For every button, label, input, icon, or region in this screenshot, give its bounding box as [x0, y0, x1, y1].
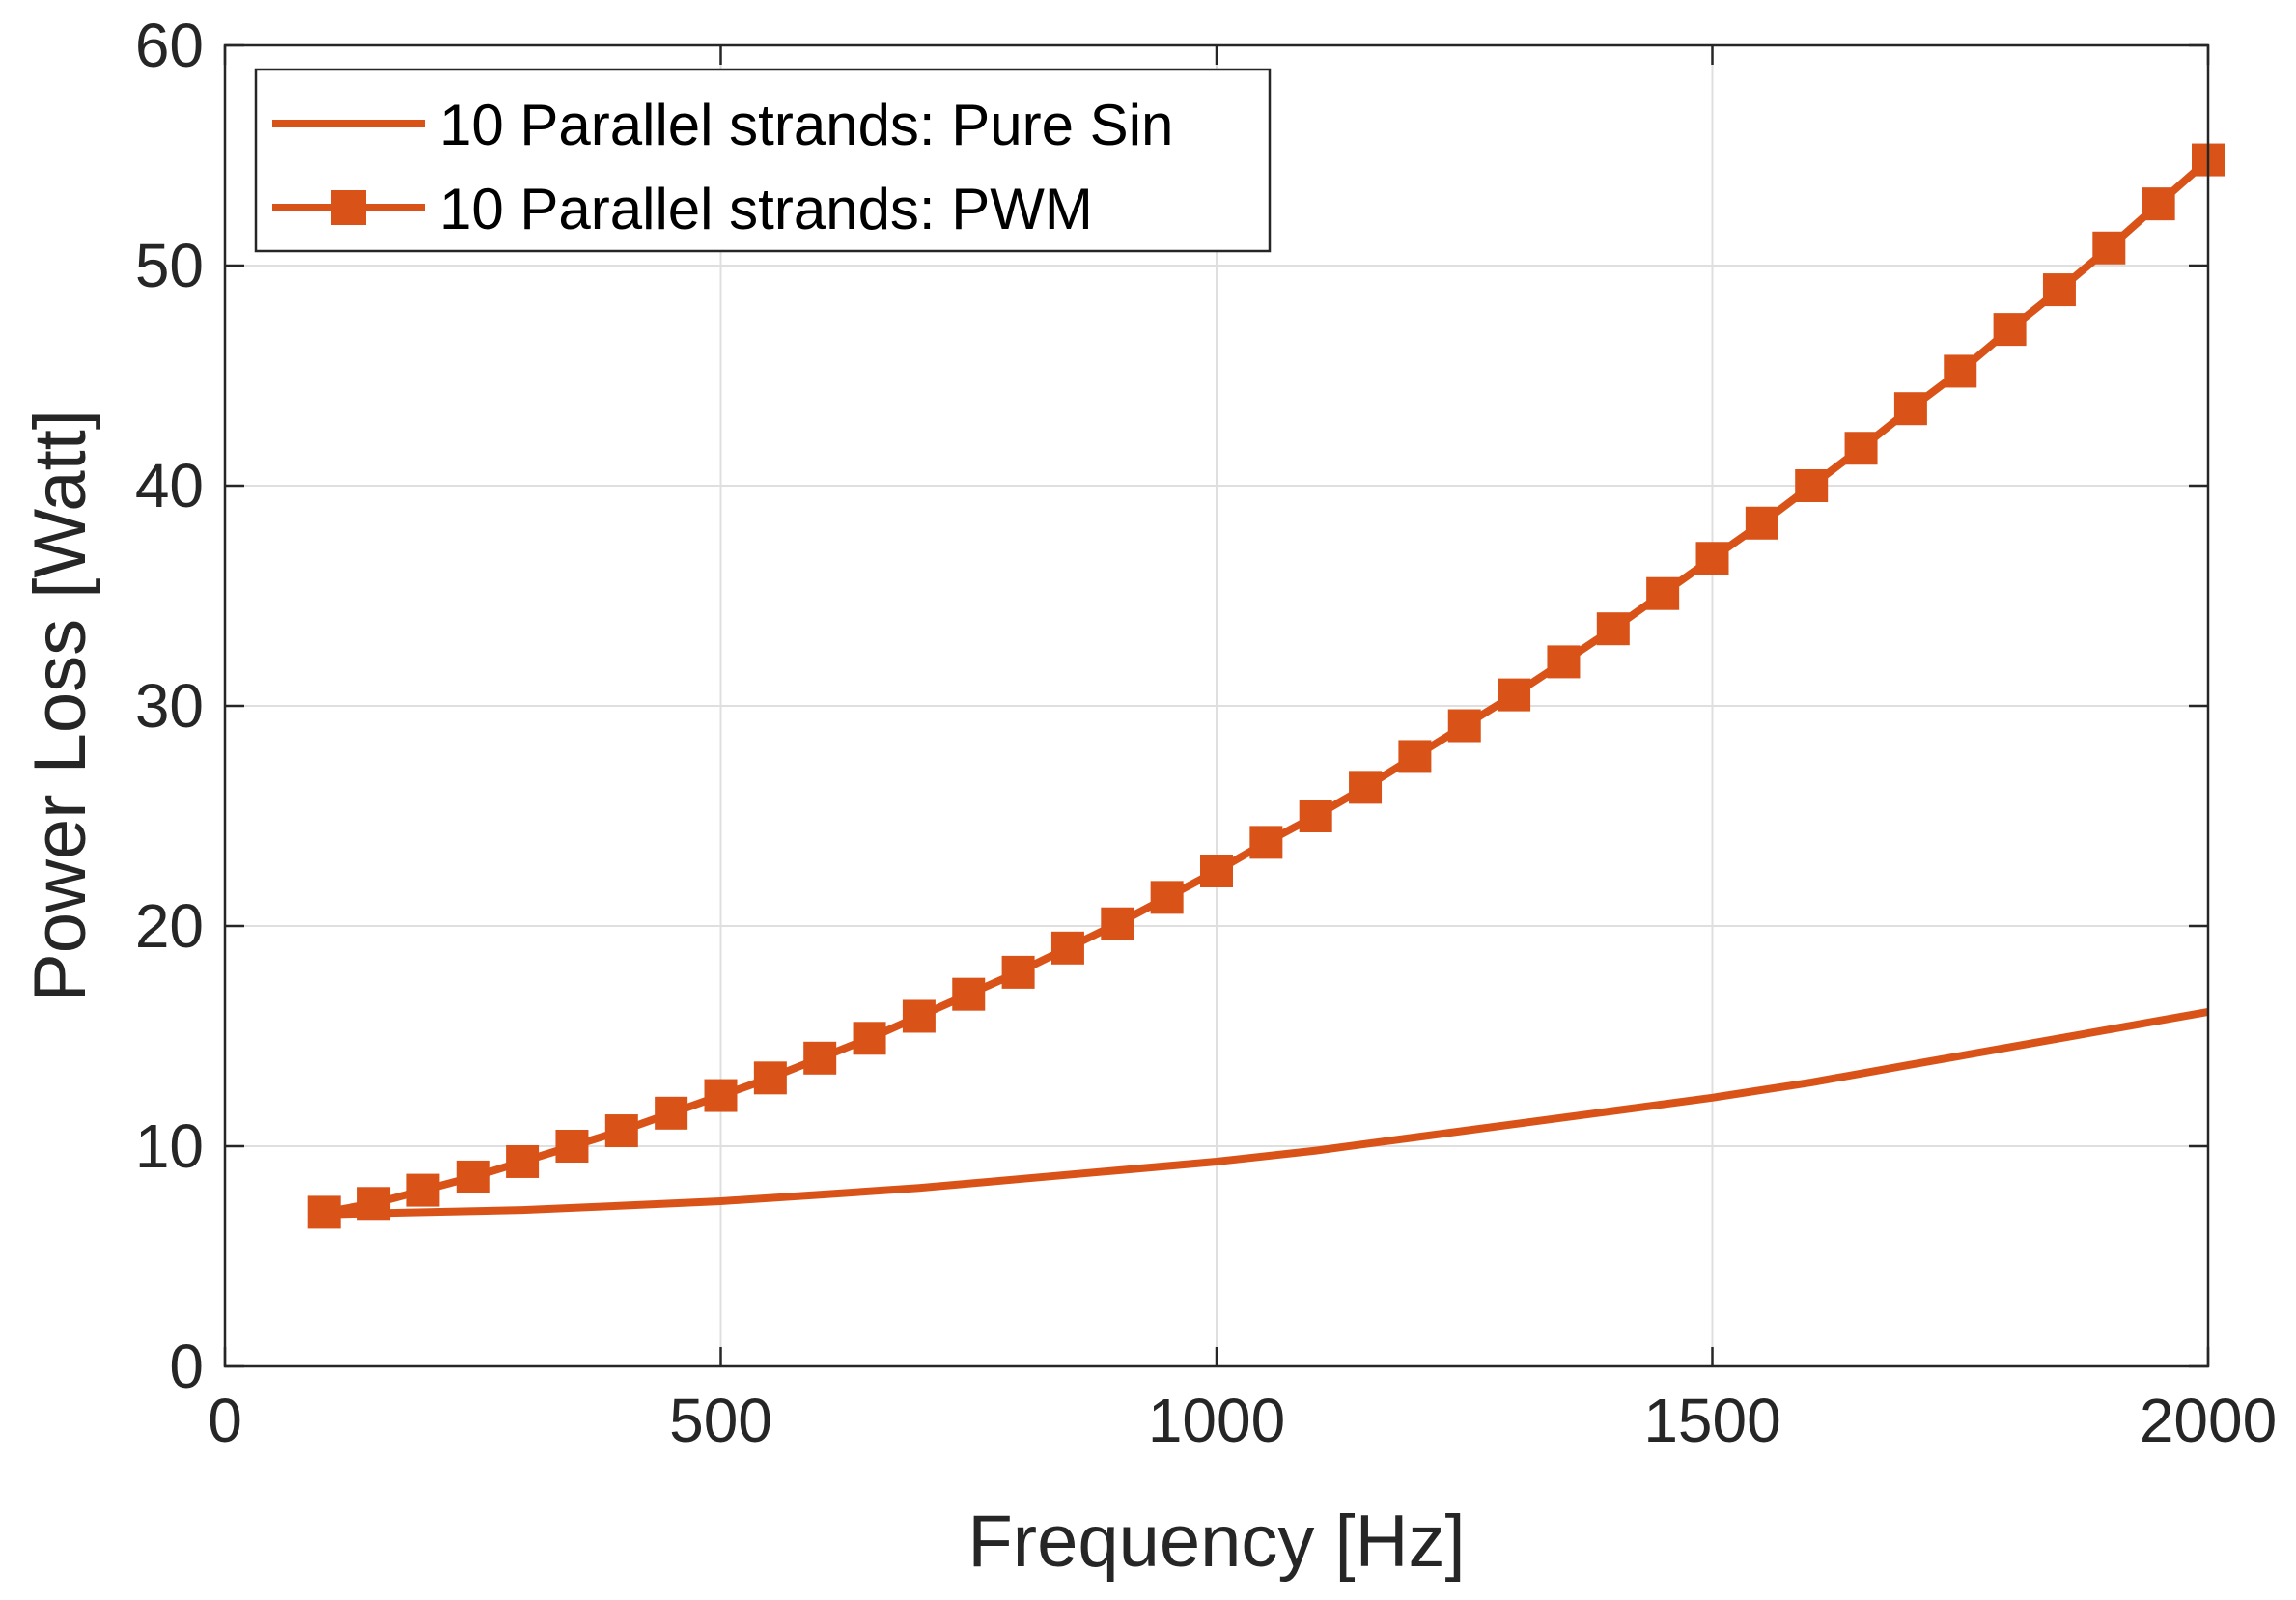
legend: 10 Parallel strands: Pure Sin 10 Paralle… — [254, 68, 1272, 253]
data-point-marker — [1795, 469, 1829, 502]
data-point-marker — [1745, 506, 1778, 540]
data-point-marker — [1050, 931, 1084, 965]
grid — [225, 45, 2208, 1366]
data-point-marker — [1547, 645, 1581, 679]
data-point-marker — [1150, 881, 1184, 914]
ticks — [223, 43, 2210, 1368]
data-point-marker — [1498, 678, 1531, 712]
y-tick-label: 40 — [135, 451, 204, 520]
data-point-marker — [1299, 800, 1332, 832]
data-point-marker — [2042, 273, 2076, 307]
legend-marker-pwm — [331, 190, 366, 225]
data-point-marker — [1200, 855, 1233, 887]
data-point-marker — [456, 1160, 490, 1193]
data-point-marker — [1001, 955, 1035, 989]
data-point-marker — [1944, 354, 1977, 388]
legend-label-pwm: 10 Parallel strands: PWM — [439, 177, 1093, 241]
data-point-marker — [1349, 771, 1383, 804]
x-tick-label: 1500 — [1643, 1386, 1780, 1455]
data-point-marker — [1993, 313, 2027, 347]
data-point-marker — [803, 1041, 837, 1075]
x-tick-label: 500 — [669, 1386, 772, 1455]
y-tick-label: 0 — [169, 1332, 204, 1401]
y-tick-label: 60 — [135, 11, 204, 80]
data-point-marker — [2092, 231, 2126, 265]
series-line-0 — [323, 1007, 2209, 1219]
data-point-marker — [753, 1061, 787, 1095]
data-point-marker — [506, 1144, 540, 1178]
data-point-marker — [1844, 432, 1878, 465]
y-tick-label: 50 — [135, 231, 204, 300]
data-point-marker — [704, 1079, 738, 1112]
data-point-marker — [902, 999, 936, 1033]
series-layer — [307, 143, 2225, 1229]
data-point-marker — [406, 1173, 440, 1207]
data-point-marker — [604, 1114, 638, 1148]
y-tick-label: 20 — [135, 891, 204, 961]
data-point-marker — [853, 1022, 886, 1055]
data-point-marker — [1646, 576, 1680, 610]
data-point-marker — [952, 977, 986, 1011]
x-tick-label: 1000 — [1148, 1386, 1285, 1455]
legend-label-pure-sin: 10 Parallel strands: Pure Sin — [439, 93, 1173, 157]
data-point-marker — [1447, 709, 1481, 743]
data-point-marker — [1596, 612, 1630, 646]
data-point-marker — [1398, 740, 1432, 773]
legend-box — [254, 68, 1272, 253]
tick-labels: 0 500 1000 1500 2000 0 10 20 30 40 50 60 — [135, 11, 2277, 1455]
data-point-marker — [307, 1195, 341, 1229]
data-point-marker — [655, 1096, 688, 1130]
data-point-marker — [1101, 907, 1134, 940]
x-axis-label: Frequency [Hz] — [967, 1501, 1465, 1583]
data-point-marker — [1893, 392, 1927, 426]
x-tick-label: 2000 — [2140, 1386, 2277, 1455]
data-point-marker — [357, 1187, 391, 1221]
data-point-marker — [555, 1130, 589, 1163]
y-tick-label: 30 — [135, 671, 204, 741]
data-point-marker — [1695, 542, 1729, 575]
y-axis-label: Power Loss [Watt] — [19, 409, 101, 1002]
data-point-marker — [1249, 826, 1283, 859]
x-tick-label: 0 — [208, 1386, 242, 1455]
y-tick-label: 10 — [135, 1111, 204, 1181]
data-point-marker — [2142, 187, 2175, 221]
